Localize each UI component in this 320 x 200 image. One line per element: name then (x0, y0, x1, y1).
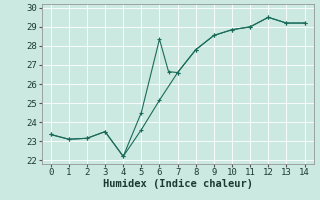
X-axis label: Humidex (Indice chaleur): Humidex (Indice chaleur) (103, 179, 252, 189)
